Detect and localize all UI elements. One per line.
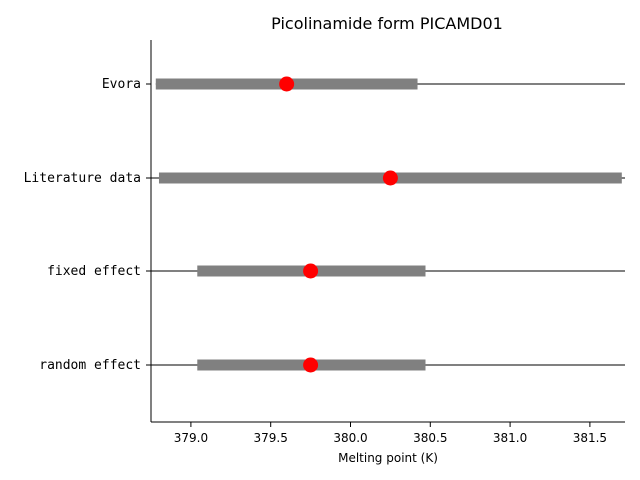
x-tick-label: 379.5 [254,431,288,445]
y-tick-label: random effect [39,358,141,373]
x-ticks: 379.0 379.5 380.0 380.5 381.0 381.5 [174,422,607,445]
row-2 [151,263,625,279]
y-ticks: Evora Literature data fixed effect random e… [24,77,151,373]
x-tick-label: 379.0 [174,431,208,445]
x-tick-label: 381.0 [493,431,527,445]
estimate-point [382,170,398,186]
row-3 [151,357,625,373]
estimate-point [303,263,319,279]
x-tick-label: 380.0 [333,431,367,445]
x-tick-label: 380.5 [413,431,447,445]
x-tick-label: 381.5 [573,431,607,445]
row-1 [151,170,625,186]
estimate-point [279,76,295,92]
y-tick-label: Evora [102,77,141,92]
y-tick-label: Literature data [24,171,141,186]
rows-layer [151,76,625,373]
y-tick-label: fixed effect [47,264,141,279]
row-0 [155,76,625,92]
chart-title: Picolinamide form PICAMD01 [271,14,503,33]
x-axis-label: Melting point (K) [338,451,438,465]
estimate-point [303,357,319,373]
